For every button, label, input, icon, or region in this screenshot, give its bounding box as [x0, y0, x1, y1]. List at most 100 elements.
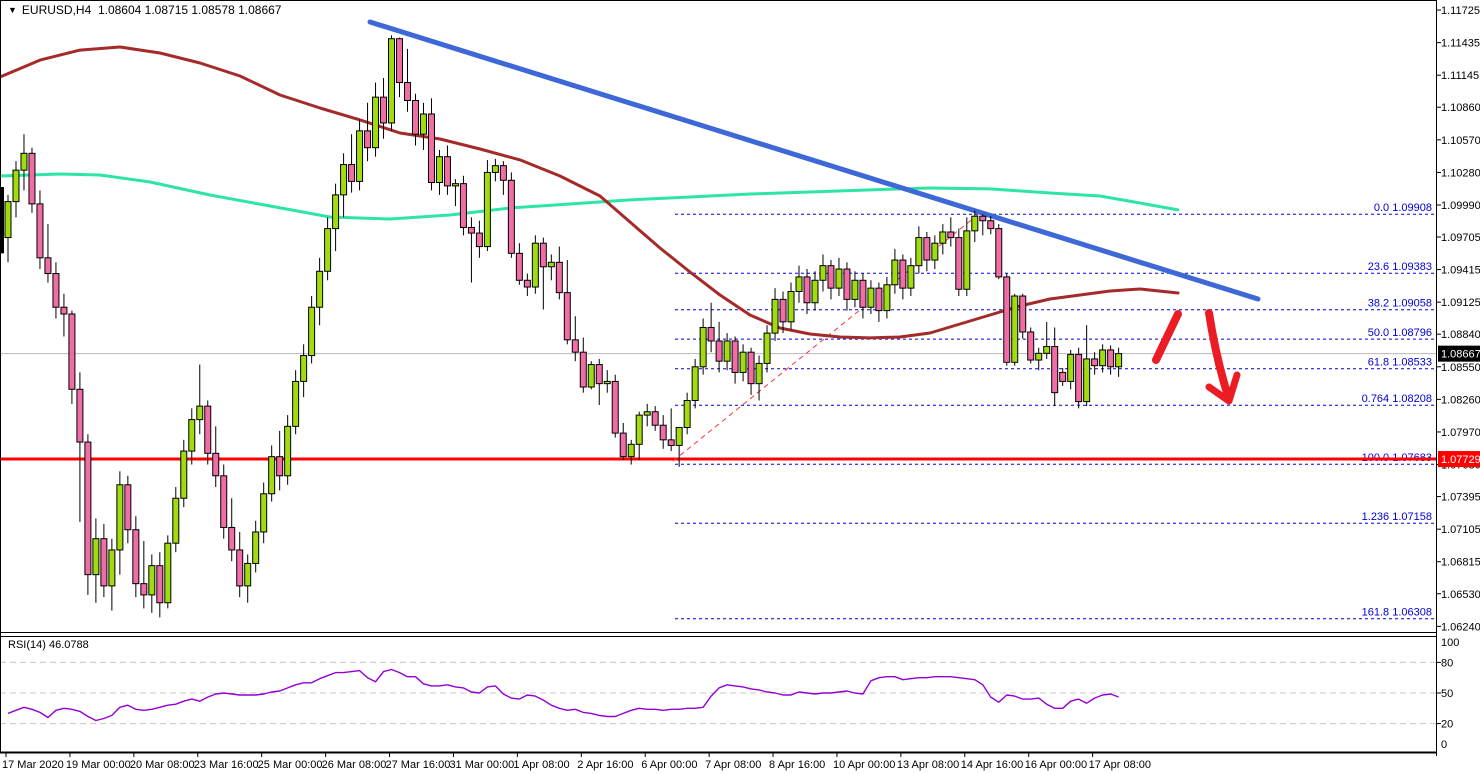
- price-tick-label: 1.11435: [1441, 38, 1480, 50]
- candle: [108, 538, 116, 611]
- candle: [84, 434, 92, 595]
- candle-body: [955, 237, 963, 290]
- candle-body: [340, 164, 348, 196]
- candle: [563, 260, 571, 345]
- candle: [164, 535, 172, 609]
- candle: [76, 372, 84, 522]
- candle: [531, 235, 539, 294]
- candle: [68, 310, 76, 404]
- candle: [787, 282, 795, 330]
- candle: [923, 231, 931, 272]
- candle-body: [651, 411, 659, 426]
- candle-body: [84, 441, 92, 576]
- candle-body: [595, 364, 603, 385]
- candle: [579, 337, 587, 393]
- candle: [859, 273, 867, 319]
- candle-body: [731, 340, 739, 373]
- candle: [172, 487, 180, 553]
- candle: [851, 271, 859, 308]
- candle-body: [675, 426, 683, 446]
- candle: [539, 237, 547, 310]
- price-tick-label: 1.07970: [1441, 427, 1480, 439]
- candle: [971, 210, 979, 243]
- price-tick-label: 1.07105: [1441, 524, 1480, 536]
- candle: [1051, 327, 1059, 407]
- candle: [475, 220, 483, 258]
- candle-body: [451, 183, 459, 187]
- candle: [419, 102, 427, 150]
- price-tick-label: 1.06240: [1441, 621, 1480, 633]
- date-tick-label: 23 Mar 16:00: [194, 759, 259, 771]
- candle-body: [1083, 358, 1091, 403]
- date-tick-label: 26 Mar 08:00: [322, 759, 387, 771]
- candle: [180, 439, 188, 508]
- candle-body: [228, 526, 236, 551]
- price-tick-label: 1.06530: [1441, 589, 1480, 601]
- date-tick-label: 20 Mar 08:00: [130, 759, 195, 771]
- date-tick-label: 14 Apr 16:00: [961, 759, 1023, 771]
- candle-body: [1091, 358, 1099, 367]
- candle: [340, 153, 348, 218]
- candle: [300, 344, 308, 398]
- candle-body: [427, 113, 435, 184]
- candle: [675, 426, 683, 467]
- candle: [212, 426, 220, 488]
- candle-body: [819, 265, 827, 281]
- candle-body: [396, 38, 404, 84]
- candle-body: [1067, 353, 1075, 382]
- candle: [699, 318, 707, 375]
- chart-dropdown-icon[interactable]: ▼: [8, 5, 17, 15]
- candle: [627, 439, 635, 465]
- price-tick-label: 1.09990: [1441, 200, 1480, 212]
- candle-body: [212, 452, 220, 477]
- date-tick-label: 27 Mar 16:00: [386, 759, 451, 771]
- fib-level-label: 0.764 1.08208: [1362, 393, 1432, 405]
- rsi-scale-label: 20: [1441, 719, 1453, 731]
- candle: [52, 262, 60, 319]
- candle-body: [803, 276, 811, 304]
- rsi-line: [7, 668, 1119, 722]
- candle-body: [28, 152, 36, 205]
- candle: [771, 288, 779, 341]
- date-tick-label: 19 Mar 00:00: [66, 759, 131, 771]
- candle: [28, 147, 36, 213]
- price-tick-label: 1.10860: [1441, 102, 1480, 114]
- candle: [843, 262, 851, 311]
- time-axis-area[interactable]: [0, 754, 1436, 774]
- candle-body: [771, 298, 779, 334]
- rsi-plot-area[interactable]: [0, 636, 1436, 752]
- candle: [715, 321, 723, 373]
- candle: [659, 415, 667, 449]
- price-tick-label: 1.10570: [1441, 135, 1480, 147]
- date-tick-label: 2 Apr 16:00: [577, 759, 633, 771]
- candle: [380, 78, 388, 139]
- candle: [1003, 273, 1011, 366]
- price-axis-area[interactable]: [1437, 0, 1480, 752]
- candle-body: [276, 456, 284, 477]
- candle: [483, 160, 491, 252]
- candle: [292, 370, 300, 435]
- candle-body: [411, 100, 419, 135]
- trendline: [367, 19, 1261, 302]
- candle-body: [755, 362, 763, 385]
- date-tick-label: 17 Apr 08:00: [1089, 759, 1151, 771]
- candle-body: [60, 306, 68, 315]
- candle-body: [635, 414, 643, 445]
- candle-body: [220, 475, 228, 528]
- candle: [4, 194, 12, 263]
- date-tick-label: 16 Apr 00:00: [1025, 759, 1087, 771]
- candle: [20, 134, 28, 191]
- candle-body: [244, 562, 252, 587]
- candle-body: [915, 237, 923, 267]
- candle: [220, 464, 228, 539]
- candle-body: [691, 366, 699, 402]
- candle: [132, 516, 140, 598]
- current-price-badge: [1438, 345, 1480, 362]
- candle-body: [148, 565, 156, 596]
- main-plot-area[interactable]: [0, 0, 1436, 633]
- candle: [404, 48, 411, 112]
- candle: [308, 296, 316, 364]
- candle: [755, 355, 763, 401]
